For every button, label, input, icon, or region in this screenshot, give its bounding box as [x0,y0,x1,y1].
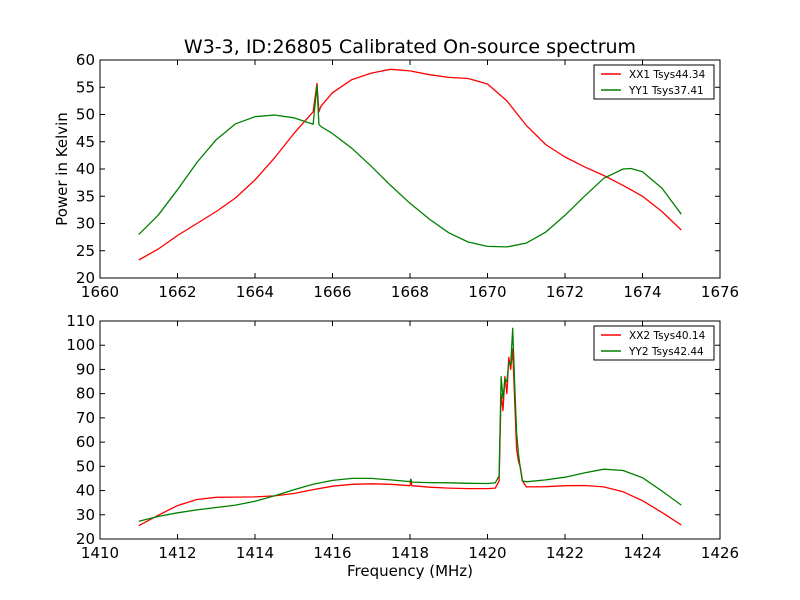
bottom-legend-label-yy2: YY2 Tsys42.44 [628,346,704,358]
top-x-tick-label: 1662 [158,283,196,301]
top-y-tick-label: 40 [76,160,95,178]
bottom-y-tick-label: 50 [76,457,95,475]
bottom-series-line-2 [138,327,682,522]
top-legend: XX1 Tsys44.34 YY1 Tsys37.41 [593,64,715,100]
bottom-y-tick-label: 100 [66,336,95,354]
top-y-tick-label: 60 [76,51,95,69]
top-y-tick-label: 45 [76,133,95,151]
top-x-tick-label: 1664 [236,283,274,301]
top-legend-label-xx1: XX1 Tsys44.34 [629,69,706,81]
bottom-panel: 1410 1412 1414 1416 1418 1420 1422 1424 1426 20 30… [66,312,739,580]
bottom-panel-ticks-layer: 1410 1412 1414 1416 1418 1420 1422 1424 1426 20 30… [66,312,739,562]
top-y-tick-label: 55 [76,78,95,96]
top-x-tick-label: 1672 [546,283,584,301]
bottom-x-tick-label: 1426 [701,544,739,562]
top-y-axis-label: Power in Kelvin [53,112,71,226]
bottom-x-tick-label: 1418 [391,544,429,562]
chart-title: W3-3, ID:26805 Calibrated On-source spec… [184,36,636,58]
bottom-y-tick-label: 20 [76,530,95,548]
bottom-legend: XX2 Tsys40.14 YY2 Tsys42.44 [593,325,715,361]
bottom-x-tick-label: 1412 [158,544,196,562]
bottom-y-tick-label: 60 [76,433,95,451]
bottom-y-tick-label: 110 [66,312,95,330]
bottom-y-tick-label: 90 [76,360,95,378]
top-x-tick-label: 1674 [623,283,661,301]
top-y-tick-label: 30 [76,215,95,233]
top-series-line-1 [138,68,682,261]
bottom-x-tick-label: 1424 [623,544,661,562]
bottom-x-tick-label: 1416 [313,544,351,562]
bottom-x-tick-label: 1420 [468,544,506,562]
top-y-tick-label: 35 [76,187,95,205]
top-y-tick-label: 25 [76,242,95,260]
bottom-x-axis-label: Frequency (MHz) [347,562,473,580]
top-y-tick-label: 50 [76,106,95,124]
bottom-y-tick-label: 80 [76,385,95,403]
bottom-legend-label-xx2: XX2 Tsys40.14 [629,330,706,342]
top-x-tick-label: 1660 [81,283,119,301]
top-panel-ticks-layer: 1660 1662 1664 1666 1668 1670 1672 1674 1676 20 25… [76,51,739,301]
top-x-tick-label: 1666 [313,283,351,301]
bottom-y-tick-label: 40 [76,482,95,500]
bottom-y-tick-label: 30 [76,506,95,524]
bottom-y-tick-label: 70 [76,409,95,427]
top-series-line-2 [138,84,682,248]
top-panel-series-layer [138,68,682,261]
bottom-x-tick-label: 1422 [546,544,584,562]
top-legend-label-yy1: YY1 Tsys37.41 [628,85,704,97]
top-legend-box [593,64,715,100]
top-panel: 1660 1662 1664 1666 1668 1670 1672 1674 1676 20 25… [53,51,739,301]
bottom-legend-box [593,325,715,361]
bottom-x-tick-label: 1414 [236,544,274,562]
top-y-tick-label: 20 [76,269,95,287]
top-x-tick-label: 1670 [468,283,506,301]
top-x-tick-label: 1676 [701,283,739,301]
top-x-tick-label: 1668 [391,283,429,301]
bottom-x-tick-label: 1410 [81,544,119,562]
bottom-panel-series-layer [138,327,682,527]
